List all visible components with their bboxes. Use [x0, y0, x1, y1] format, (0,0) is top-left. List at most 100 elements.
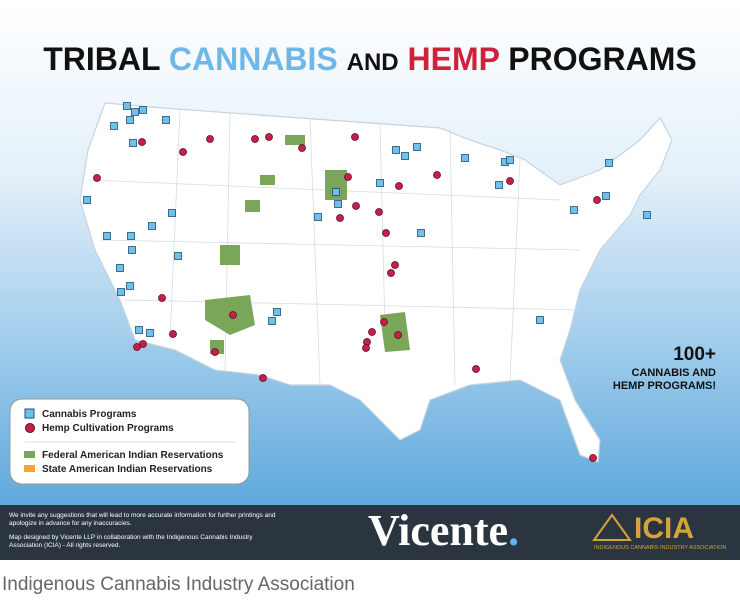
cannabis-marker [103, 232, 111, 240]
legend-label: Hemp Cultivation Programs [42, 423, 174, 434]
cannabis-marker [376, 179, 384, 187]
legend-swatch [25, 423, 35, 433]
legend-label: Federal American Indian Reservations [42, 450, 224, 461]
cannabis-marker [605, 159, 613, 167]
cannabis-marker [117, 288, 125, 296]
cannabis-marker [413, 143, 421, 151]
hemp-marker [382, 229, 390, 237]
us-outline [79, 102, 673, 463]
hemp-marker [472, 365, 480, 373]
legend-swatch [24, 451, 35, 458]
hemp-marker [351, 133, 359, 141]
cannabis-marker [116, 264, 124, 272]
cannabis-marker [127, 232, 135, 240]
hemp-marker [259, 374, 267, 382]
cannabis-marker [495, 181, 503, 189]
cannabis-marker [461, 154, 469, 162]
hemp-marker [387, 269, 395, 277]
hemp-marker [593, 196, 601, 204]
cannabis-marker [570, 206, 578, 214]
hemp-marker [138, 138, 146, 146]
cannabis-marker [146, 329, 154, 337]
callout-text: CANNABIS AND [631, 367, 716, 379]
title-part: TRIBAL [43, 41, 160, 77]
hemp-marker [93, 174, 101, 182]
cannabis-marker [123, 102, 131, 110]
cannabis-marker [131, 108, 139, 116]
hemp-marker [506, 177, 514, 185]
disclaimer: We invite any suggestions that will lead… [9, 512, 276, 527]
hemp-marker [158, 294, 166, 302]
hemp-marker [362, 344, 370, 352]
cannabis-marker [392, 146, 400, 154]
state-borders [89, 109, 581, 386]
hemp-marker [133, 343, 141, 351]
cannabis-marker [110, 122, 118, 130]
cannabis-marker [417, 229, 425, 237]
cannabis-marker [148, 222, 156, 230]
cannabis-marker [332, 188, 340, 196]
hemp-marker [298, 144, 306, 152]
title-part: CANNABIS [169, 41, 338, 77]
callout-text: HEMP PROGRAMS! [613, 380, 716, 392]
cannabis-marker [273, 308, 281, 316]
footer-bar [0, 505, 740, 560]
cannabis-marker [401, 152, 409, 160]
credit: Map designed by Vicente LLP in collabora… [9, 534, 253, 549]
cannabis-marker [162, 116, 170, 124]
cannabis-marker [536, 316, 544, 324]
hemp-marker [380, 318, 388, 326]
icia-logo: ICIA [634, 512, 694, 545]
hemp-marker [368, 328, 376, 336]
hemp-marker [344, 173, 352, 181]
title-part: PROGRAMS [508, 41, 696, 77]
hemp-marker [352, 202, 360, 210]
cannabis-marker [268, 317, 276, 325]
hemp-marker [265, 133, 273, 141]
cannabis-marker [314, 213, 322, 221]
cannabis-marker [139, 106, 147, 114]
cannabis-marker [168, 209, 176, 217]
cannabis-marker [174, 252, 182, 260]
icia-subtitle: INDIGENOUS CANNABIS INDUSTRY ASSOCIATION [594, 545, 726, 551]
cannabis-marker [129, 139, 137, 147]
hemp-marker [394, 331, 402, 339]
hemp-marker [391, 261, 399, 269]
hemp-marker [139, 340, 147, 348]
legend-swatch [24, 408, 35, 419]
hemp-marker [395, 182, 403, 190]
cannabis-marker [135, 326, 143, 334]
hemp-marker [179, 148, 187, 156]
cannabis-marker [126, 116, 134, 124]
hemp-marker [336, 214, 344, 222]
hemp-marker [375, 208, 383, 216]
callout-number: 100+ [673, 344, 716, 365]
hemp-marker [211, 348, 219, 356]
hemp-marker [169, 330, 177, 338]
cannabis-marker [602, 192, 610, 200]
hemp-marker [251, 135, 259, 143]
vicente-word: Vicente [368, 506, 508, 555]
hemp-marker [229, 311, 237, 319]
markers [83, 102, 651, 462]
cannabis-marker [128, 246, 136, 254]
vicente-logo: Vicente. [368, 506, 519, 555]
cannabis-marker [334, 200, 342, 208]
cannabis-marker [643, 211, 651, 219]
legend-label: Cannabis Programs [42, 409, 137, 420]
title: TRIBAL CANNABIS AND HEMP PROGRAMS [43, 41, 697, 77]
caption: Indigenous Cannabis Industry Association [2, 574, 355, 595]
cannabis-marker [506, 156, 514, 164]
cannabis-marker [126, 282, 134, 290]
vicente-dot: . [508, 506, 519, 555]
hemp-marker [206, 135, 214, 143]
legend-label: State American Indian Reservations [42, 464, 213, 475]
hemp-marker [589, 454, 597, 462]
icia-emblem [592, 513, 632, 541]
hemp-marker [433, 171, 441, 179]
map-graphic: TRIBAL CANNABIS AND HEMP PROGRAMS 100+ C… [0, 0, 740, 560]
legend-swatch [24, 465, 35, 472]
title-part: HEMP [408, 41, 500, 77]
title-part: AND [347, 49, 399, 76]
